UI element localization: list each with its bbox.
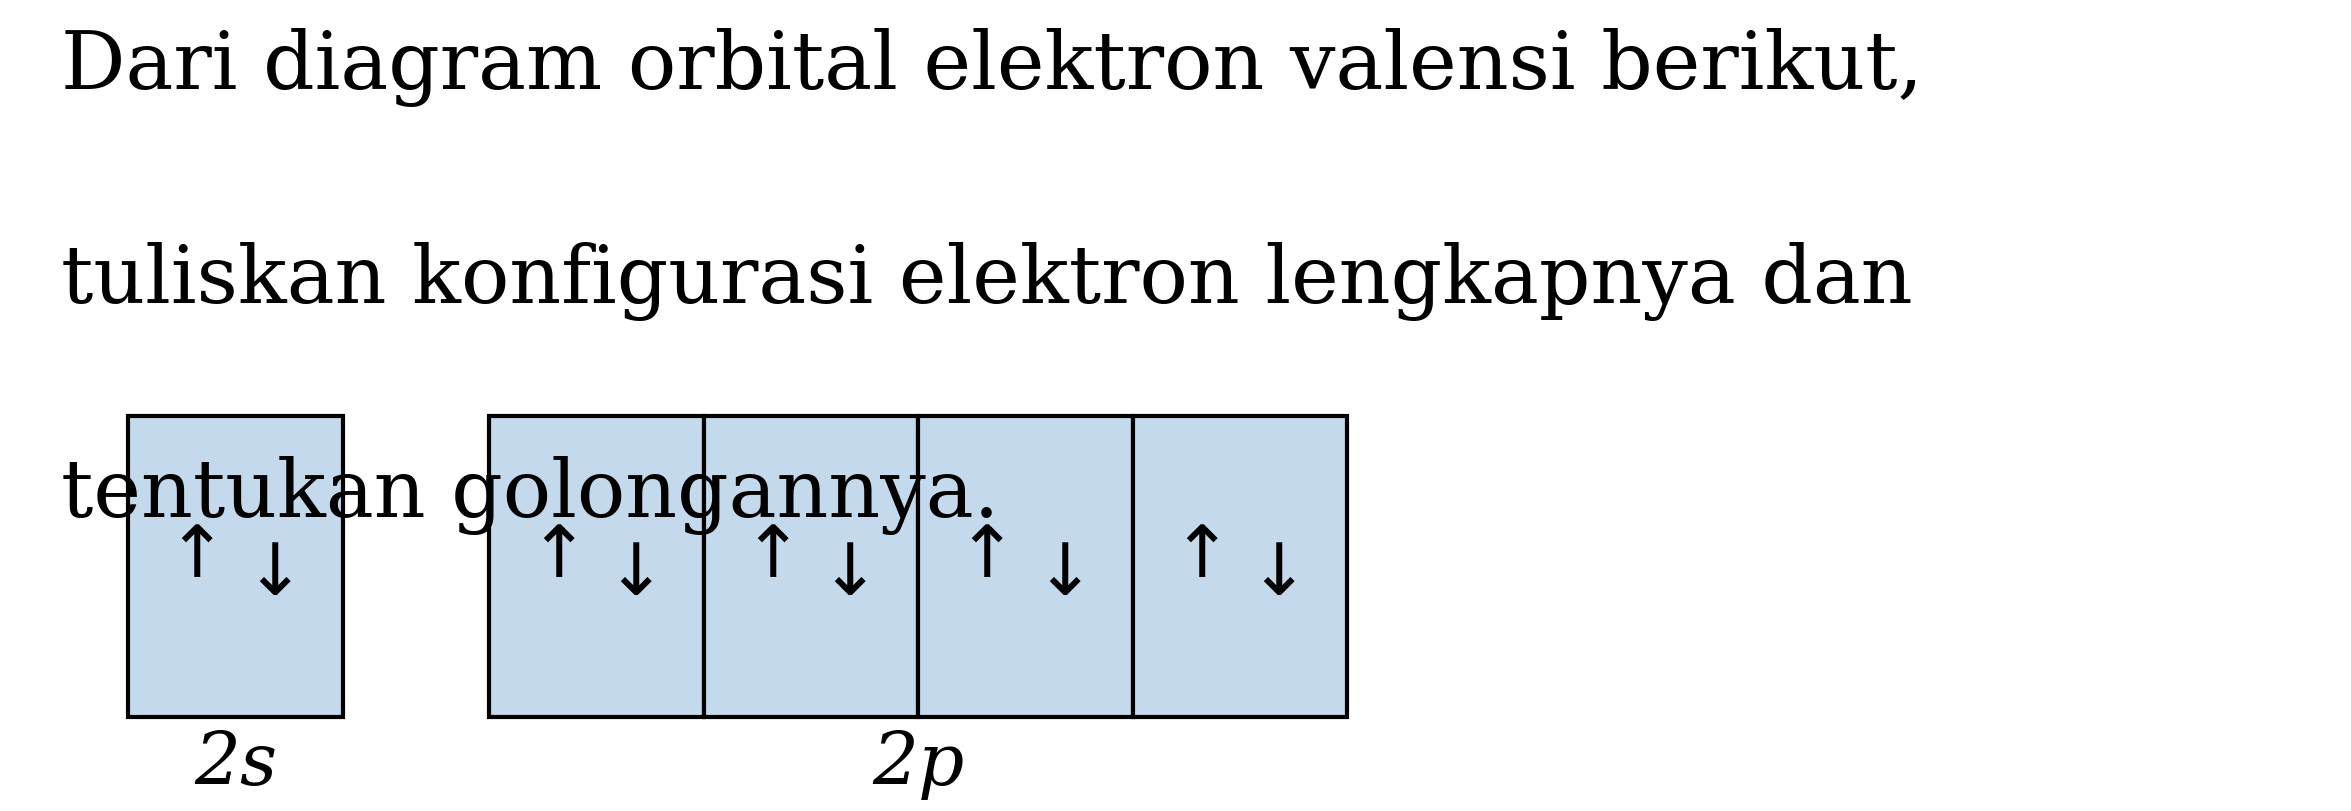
Bar	[1133, 416, 1347, 717]
Text: ↓: ↓	[1248, 541, 1310, 611]
Bar	[703, 416, 919, 717]
Text: ↑: ↑	[167, 523, 228, 592]
Text: tuliskan konfigurasi elektron lengkapnya dan: tuliskan konfigurasi elektron lengkapnya…	[61, 242, 1911, 321]
Text: ↓: ↓	[245, 541, 303, 611]
Text: ↑: ↑	[527, 523, 588, 592]
Text: tentukan golongannya.: tentukan golongannya.	[61, 456, 999, 534]
Bar	[129, 416, 343, 717]
Text: 2p: 2p	[872, 730, 964, 800]
Text: ↑: ↑	[743, 523, 802, 592]
Bar	[919, 416, 1133, 717]
Text: ↑: ↑	[1171, 523, 1232, 592]
Text: ↓: ↓	[604, 541, 665, 611]
Text: Dari diagram orbital elektron valensi berikut,: Dari diagram orbital elektron valensi be…	[61, 28, 1923, 107]
Text: 2s: 2s	[193, 730, 277, 800]
Text: ↑: ↑	[957, 523, 1018, 592]
Text: ↓: ↓	[820, 541, 879, 611]
Text: ↓: ↓	[1034, 541, 1093, 611]
Bar	[489, 416, 703, 717]
